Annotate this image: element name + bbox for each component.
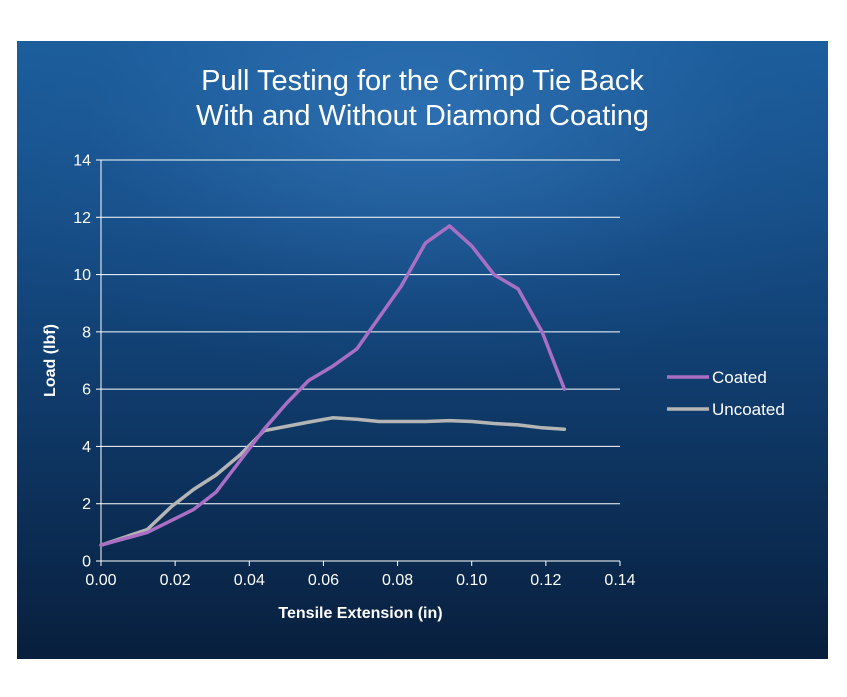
- series-line-uncoated: [99, 416, 567, 547]
- y-tick-label: 12: [73, 210, 91, 227]
- chart-title-line-1: Pull Testing for the Crimp Tie Back: [201, 65, 644, 97]
- x-tick-label: 0.08: [382, 572, 413, 589]
- x-tick-label: 0.04: [234, 572, 265, 589]
- chart-plot: 0 2 4 6 8 10 12 14 0.00 0.02 0.04 0.06 0.08 0.10 0.12 0…: [42, 153, 785, 623]
- y-tick-label: 4: [82, 439, 91, 456]
- legend-label-coated: Coated: [712, 368, 767, 387]
- y-tick-label: 10: [73, 267, 91, 284]
- y-tick-label: 14: [73, 153, 91, 170]
- x-axis-label: Tensile Extension (in): [278, 605, 442, 622]
- x-tick-label: 0.12: [530, 572, 561, 589]
- y-axis-label: Load (lbf): [42, 324, 59, 397]
- x-tick-label: 0.10: [456, 572, 487, 589]
- y-tick-label: 8: [82, 324, 91, 341]
- series-line-coated: [99, 224, 567, 547]
- chart-title-line-2: With and Without Diamond Coating: [196, 100, 649, 132]
- y-tick-label: 0: [82, 554, 91, 571]
- y-tick-label: 2: [82, 496, 91, 513]
- x-tick-label: 0.02: [160, 572, 191, 589]
- x-tick-label: 0.06: [308, 572, 339, 589]
- y-tick-label: 6: [82, 382, 91, 399]
- legend-label-uncoated: Uncoated: [712, 400, 785, 419]
- x-tick-label: 0.00: [85, 572, 116, 589]
- x-tick-label: 0.14: [604, 572, 635, 589]
- slide-background: Pull Testing for the Crimp Tie Back With…: [17, 41, 828, 659]
